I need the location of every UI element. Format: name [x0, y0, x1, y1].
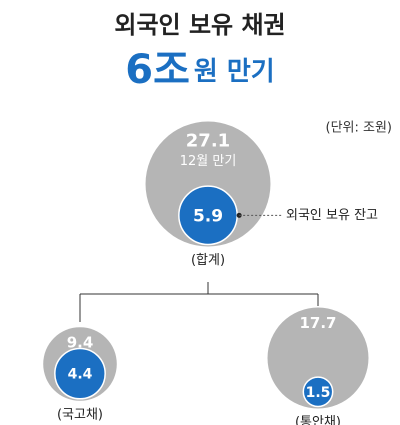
- foreign-value: 4.4: [68, 367, 93, 383]
- connectors: [79, 282, 319, 322]
- total-value: 17.7: [299, 314, 336, 332]
- foreign-bubble: [54, 347, 106, 400]
- subtitle: 6조 원 만기: [125, 47, 274, 93]
- subtitle-rest: 원 만기: [194, 57, 275, 87]
- unit-note: (단위: 조원): [326, 121, 393, 136]
- foreign-bubble: [302, 376, 334, 408]
- group-label: (국고채): [57, 407, 103, 422]
- title: 외국인 보유 채권: [114, 11, 285, 39]
- foreign-value: 5.9: [193, 206, 223, 226]
- total-value: 9.4: [67, 334, 94, 352]
- subtitle-main: 6조: [125, 47, 190, 93]
- total-bubble: [267, 307, 369, 409]
- annotation: 외국인 보유 잔고: [286, 208, 378, 223]
- group-label: (통안채): [295, 415, 341, 425]
- foreign-value: 1.5: [306, 385, 331, 401]
- group-label: (합계): [191, 253, 225, 268]
- total-value: 27.1: [186, 131, 230, 152]
- total-sublabel: 12월 만기: [180, 154, 237, 169]
